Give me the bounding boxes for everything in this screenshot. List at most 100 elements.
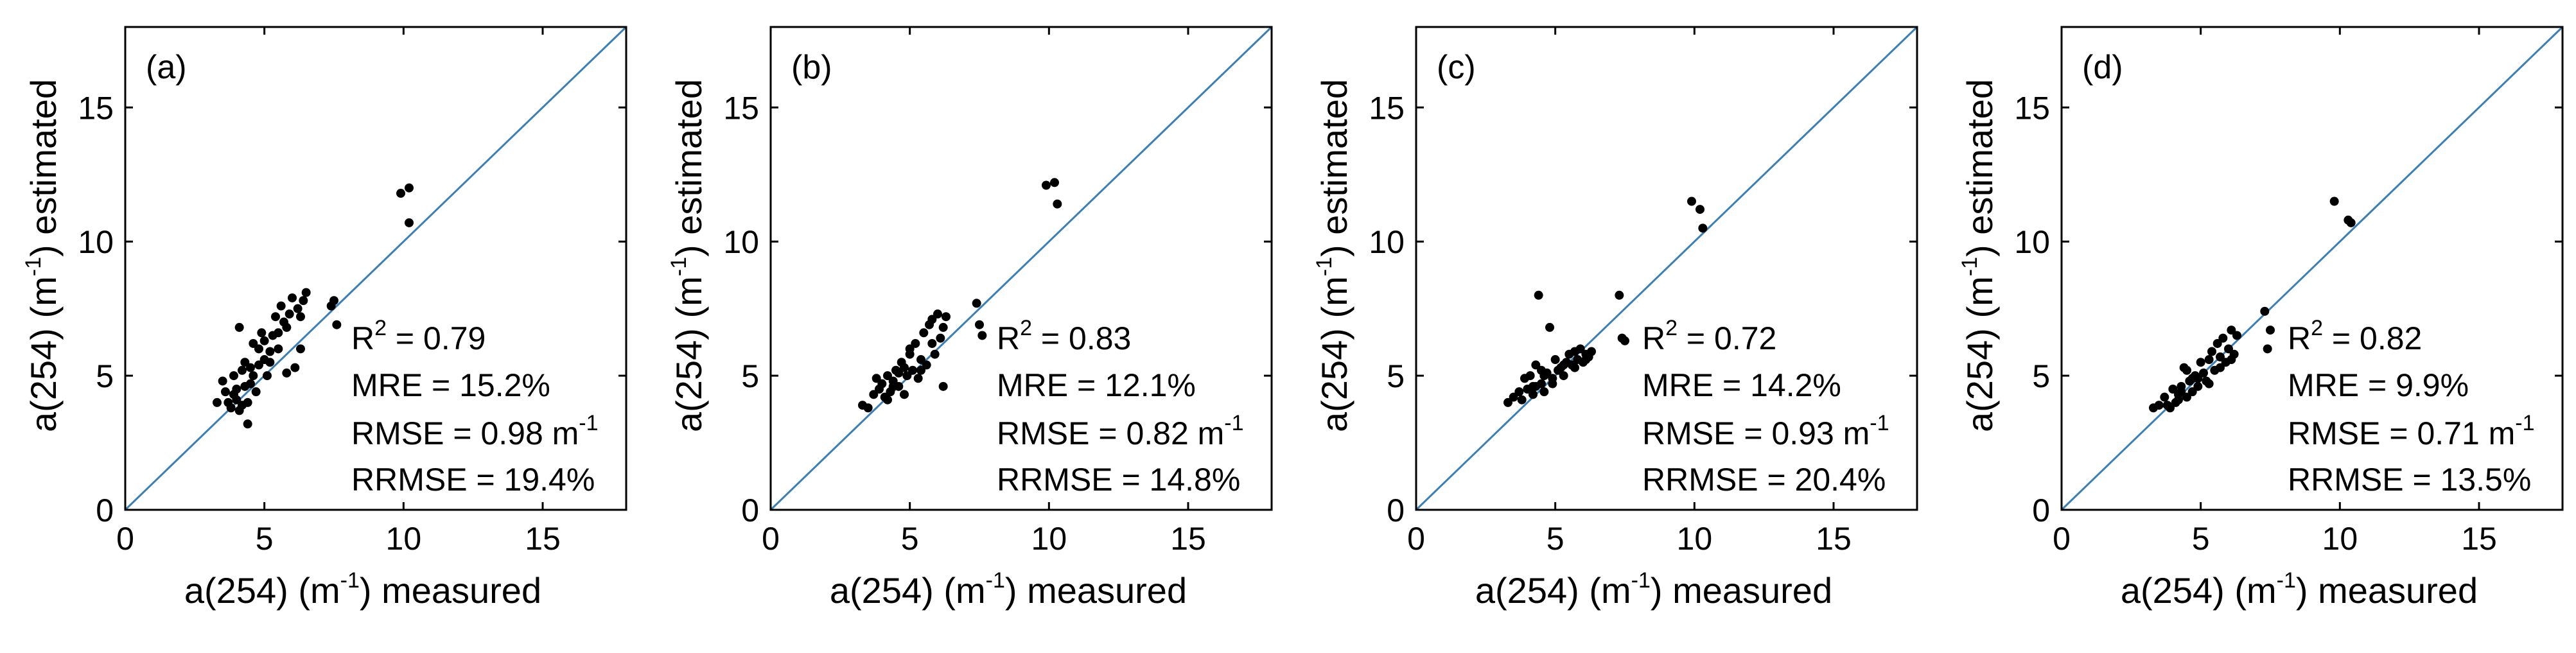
data-point bbox=[296, 312, 305, 322]
data-point bbox=[2346, 218, 2356, 227]
data-point bbox=[299, 296, 308, 306]
data-point bbox=[251, 387, 261, 397]
y-tick-label: 0 bbox=[2032, 492, 2050, 528]
one-to-one-line bbox=[124, 26, 627, 511]
data-point bbox=[1525, 371, 1535, 381]
data-point bbox=[2207, 347, 2216, 356]
data-point bbox=[2263, 344, 2272, 354]
data-point bbox=[872, 374, 881, 383]
data-point bbox=[894, 368, 904, 378]
x-tick-label: 10 bbox=[2322, 521, 2358, 557]
data-point bbox=[900, 363, 909, 372]
rrmse-text: RRMSE = 13.5% bbox=[2288, 462, 2531, 498]
rrmse-text: RRMSE = 20.4% bbox=[1642, 462, 1886, 498]
data-point bbox=[396, 189, 405, 198]
data-point bbox=[2187, 387, 2197, 397]
data-point bbox=[975, 320, 984, 329]
data-point bbox=[1539, 387, 1549, 397]
one-to-one-line bbox=[769, 26, 1273, 511]
data-point bbox=[908, 365, 917, 375]
rmse-text: RMSE = 0.82 m-1 bbox=[997, 411, 1244, 451]
data-point bbox=[942, 312, 951, 322]
x-tick-label: 15 bbox=[1816, 521, 1852, 557]
data-point bbox=[293, 304, 302, 313]
data-point bbox=[265, 358, 275, 367]
y-tick-label: 15 bbox=[723, 90, 759, 126]
data-point bbox=[271, 312, 280, 322]
x-axis-title: a(254) (m-1) measured bbox=[1475, 568, 1832, 611]
data-point bbox=[232, 385, 241, 394]
data-point bbox=[1534, 290, 1543, 300]
y-axis-title: a(254) (m-1) estimated bbox=[1958, 79, 2000, 432]
mre-text: MRE = 14.2% bbox=[1642, 367, 1841, 403]
data-point bbox=[332, 320, 342, 329]
data-point bbox=[2182, 365, 2191, 375]
data-point bbox=[2329, 196, 2339, 206]
panel-label: (a) bbox=[146, 49, 187, 86]
rmse-text: RMSE = 0.71 m-1 bbox=[2288, 411, 2535, 451]
data-point bbox=[2196, 358, 2205, 367]
data-point bbox=[1529, 381, 1538, 391]
data-point bbox=[1559, 360, 1568, 370]
data-point bbox=[249, 371, 258, 381]
x-tick-label: 0 bbox=[116, 521, 134, 557]
data-point bbox=[282, 368, 292, 378]
y-axis-title: a(254) (m-1) estimated bbox=[667, 79, 709, 432]
data-point bbox=[246, 363, 255, 372]
data-point bbox=[1539, 371, 1549, 381]
data-point bbox=[877, 379, 887, 388]
data-point bbox=[1550, 355, 1560, 365]
data-point bbox=[883, 371, 892, 381]
data-point bbox=[1545, 322, 1554, 332]
data-point bbox=[226, 403, 236, 413]
data-point bbox=[2218, 333, 2228, 343]
x-tick-label: 0 bbox=[1407, 521, 1425, 557]
rmse-text: RMSE = 0.93 m-1 bbox=[1642, 411, 1889, 451]
panel-label: (d) bbox=[2082, 49, 2123, 86]
data-point bbox=[221, 387, 230, 397]
data-point bbox=[2187, 374, 2197, 383]
data-point bbox=[1559, 371, 1568, 381]
r2-text: R2 = 0.79 bbox=[351, 316, 486, 356]
data-point bbox=[2266, 326, 2275, 335]
data-point bbox=[288, 293, 297, 302]
data-point bbox=[243, 397, 252, 407]
data-point bbox=[2177, 387, 2186, 397]
data-point bbox=[246, 379, 255, 388]
data-point bbox=[977, 331, 987, 340]
axes-box bbox=[1415, 26, 1918, 511]
y-tick-label: 5 bbox=[2032, 358, 2050, 394]
data-point bbox=[1514, 387, 1524, 397]
mre-text: MRE = 12.1% bbox=[997, 367, 1196, 403]
y-tick-label: 15 bbox=[78, 90, 114, 126]
data-point bbox=[916, 365, 925, 375]
data-point bbox=[905, 344, 915, 354]
data-point bbox=[296, 344, 305, 354]
data-point bbox=[919, 328, 929, 338]
data-point bbox=[405, 183, 414, 193]
data-point bbox=[1698, 223, 1708, 233]
panel-label: (c) bbox=[1437, 49, 1476, 86]
panel-d: 0 5 10 15 0 5 10 15 (d) R2 = 0.82 MRE = 9.9% RMSE =… bbox=[1958, 26, 2564, 611]
data-point bbox=[2232, 331, 2241, 340]
data-point bbox=[1517, 395, 1527, 405]
data-point bbox=[900, 390, 909, 399]
x-tick-label: 5 bbox=[2192, 521, 2210, 557]
data-point bbox=[922, 360, 931, 370]
data-point bbox=[2204, 379, 2214, 388]
data-point bbox=[259, 336, 269, 345]
data-point bbox=[1581, 355, 1591, 365]
data-point bbox=[1570, 363, 1579, 372]
y-tick-label: 15 bbox=[2014, 90, 2050, 126]
data-point bbox=[257, 328, 267, 338]
data-point bbox=[2216, 363, 2225, 372]
rmse-text: RMSE = 0.98 m-1 bbox=[351, 411, 599, 451]
x-tick-label: 15 bbox=[1170, 521, 1206, 557]
y-tick-label: 0 bbox=[1387, 492, 1405, 528]
axes-box bbox=[2060, 26, 2564, 511]
data-point bbox=[1587, 347, 1596, 356]
x-axis-title: a(254) (m-1) measured bbox=[830, 568, 1187, 611]
data-point bbox=[863, 403, 873, 413]
data-point bbox=[2216, 352, 2225, 361]
